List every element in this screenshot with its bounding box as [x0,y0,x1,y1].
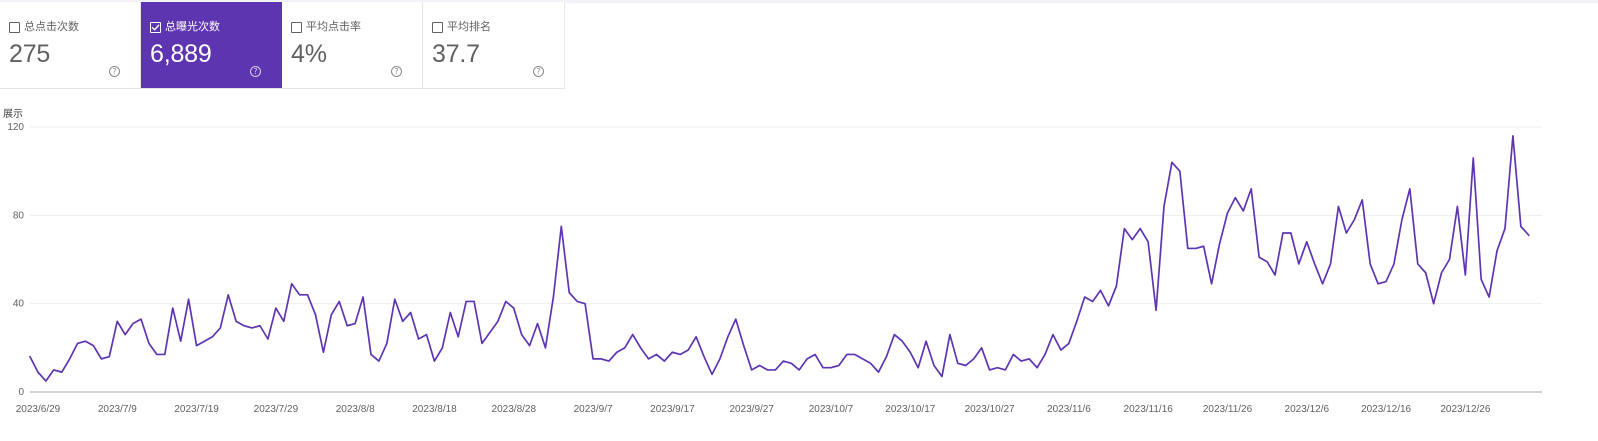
question-circle-icon[interactable]: ? [250,66,261,77]
metric-label: 总点击次数 [24,21,79,33]
metric-label: 平均排名 [447,21,491,33]
x-tick-label: 2023/7/19 [174,404,219,415]
metric-value: 37.7 [432,40,480,68]
x-tick-label: 2023/10/7 [809,404,854,415]
question-circle-icon[interactable]: ? [533,66,544,77]
impressions-chart: 展示 0 40 80 120 2023/6/29 2023/7/9 2023/7/19 2023… [0,100,1598,441]
x-tick-label: 2023/11/26 [1203,404,1253,415]
checked-checkbox-icon[interactable] [150,21,161,33]
metric-label: 总曝光次数 [165,21,220,33]
metric-header: 总点击次数 [9,20,79,34]
checkbox-icon[interactable] [432,21,443,33]
metric-total-impressions[interactable]: 总曝光次数 6,889 ? [141,2,282,88]
x-tick-label: 2023/10/27 [965,404,1015,415]
x-tick-label: 2023/8/28 [492,404,537,415]
impressions-series-line [29,134,1530,382]
y-tick-label: 80 [13,210,25,221]
x-tick-label: 2023/6/29 [16,404,61,415]
x-tick-label: 2023/8/18 [412,404,457,415]
question-circle-icon[interactable]: ? [391,66,402,77]
question-circle-icon[interactable]: ? [109,66,120,77]
checkbox-icon[interactable] [291,21,302,33]
y-tick-label: 0 [18,387,24,398]
metric-value: 4% [291,40,327,68]
x-tick-label: 2023/12/26 [1440,404,1490,415]
y-tick-label: 40 [13,299,25,310]
metric-header: 总曝光次数 [150,20,220,34]
metric-value: 6,889 [150,40,212,68]
checkbox-icon[interactable] [9,21,20,33]
x-tick-label: 2023/12/6 [1285,404,1330,415]
x-tick-label: 2023/9/7 [574,404,613,415]
metric-tabs: 总点击次数 275 ? 总曝光次数 6,889 ? 平均点击率 4% [0,2,565,89]
x-tick-label: 2023/7/29 [254,404,299,415]
x-tick-label: 2023/9/17 [650,404,695,415]
check-icon [151,24,160,30]
metric-total-clicks[interactable]: 总点击次数 275 ? [0,2,141,88]
x-tick-label: 2023/11/6 [1047,404,1091,415]
line-chart: 展示 0 40 80 120 2023/6/29 2023/7/9 2023/7/19 2023… [3,108,1542,415]
top-divider [0,0,1598,3]
x-tick-label: 2023/9/27 [729,404,774,415]
x-tick-label: 2023/8/8 [336,404,375,415]
x-tick-label: 2023/11/16 [1124,404,1174,415]
metric-header: 平均排名 [432,20,491,34]
metric-average-position[interactable]: 平均排名 37.7 ? [423,2,564,88]
metric-average-ctr[interactable]: 平均点击率 4% ? [282,2,423,88]
x-tick-label: 2023/12/16 [1361,404,1411,415]
x-tick-label: 2023/7/9 [98,404,137,415]
metric-label: 平均点击率 [306,21,361,33]
y-tick-label: 120 [7,122,24,133]
y-axis-label: 展示 [3,108,23,120]
metric-value: 275 [9,40,51,68]
metric-header: 平均点击率 [291,20,361,34]
x-tick-label: 2023/10/17 [885,404,935,415]
